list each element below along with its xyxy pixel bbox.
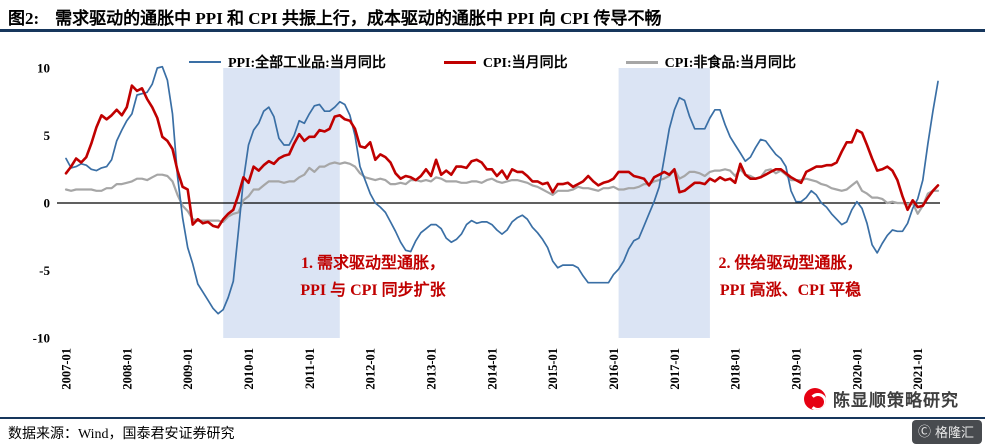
y-tick-label: -5 [39,263,50,278]
cpi-line-swatch [443,60,476,64]
legend-item-cpi: CPI:当月同比 [443,52,568,72]
gelonghui-logo-icon: Ⓒ [917,424,931,439]
x-tick-label: 2009-01 [181,348,195,390]
x-tick-label: 2007-01 [60,348,74,390]
gelonghui-badge-text: 格隆汇 [934,425,974,440]
gelonghui-badge: Ⓒ 格隆汇 [911,420,982,444]
legend-item-cpi-nonfood: CPI:非食品:当月同比 [625,52,797,72]
x-tick-label: 2014-01 [485,348,499,390]
cpi-nonfood-line-swatch [625,60,658,64]
figure-header: 图2: 需求驱动的通胀中 PPI 和 CPI 共振上行，成本驱动的通胀中 PPI … [8,4,977,29]
legend-label-cpi: CPI:当月同比 [482,56,568,71]
x-tick-label: 2012-01 [364,348,378,390]
annotation-supply-driven: 2. 供给驱动型通胀， PPI 高涨、CPI 平稳 [678,250,903,304]
legend-label-cpi-nonfood: CPI:非食品:当月同比 [664,56,797,71]
watermark: 陈显顺策略研究 [804,386,959,411]
x-tick-label: 2020-01 [850,348,864,390]
chart-legend: PPI:全部工业品:当月同比 CPI:当月同比 CPI:非食品:当月同比 [0,52,985,72]
figure-label: 图2: [8,9,40,28]
x-tick-label: 2018-01 [729,348,743,390]
annotation-demand-line1: 1. 需求驱动型通胀， [300,255,445,272]
strategy-research-logo-icon [804,387,826,410]
series-line-1 [64,84,940,229]
annotation-supply-line2: PPI 高涨、CPI 平稳 [719,282,862,299]
title-divider [0,29,985,32]
x-tick-label: 2011-01 [303,348,317,389]
annotation-demand-driven: 1. 需求驱动型通胀， PPI 与 CPI 同步扩张 [258,250,488,304]
watermark-text: 陈显顺策略研究 [833,391,959,410]
y-tick-label: 10 [37,61,50,76]
x-tick-label: 2017-01 [668,348,682,390]
ppi-line-swatch [188,61,221,63]
y-tick-label: 0 [44,196,51,211]
x-tick-label: 2016-01 [607,348,621,390]
x-tick-label: 2021-01 [911,348,925,390]
annotation-demand-line2: PPI 与 CPI 同步扩张 [300,282,446,299]
x-tick-label: 2013-01 [425,348,439,390]
inflation-line-chart: 10 5 0 -5 -10 2007-01 2008-01 2009-01 2010-01 201… [33,61,940,390]
annotation-supply-line1: 2. 供给驱动型通胀， [718,255,863,272]
y-tick-label: 5 [44,128,51,143]
series-line-0 [65,65,939,315]
x-tick-label: 2008-01 [120,348,134,390]
y-tick-label: -10 [33,331,50,346]
page-title: 需求驱动的通胀中 PPI 和 CPI 共振上行，成本驱动的通胀中 PPI 向 C… [55,9,662,28]
x-tick-label: 2019-01 [790,348,804,390]
x-tick-label: 2010-01 [242,348,256,390]
legend-label-ppi: PPI:全部工业品:当月同比 [227,56,386,71]
bottom-divider [0,417,985,419]
legend-item-ppi: PPI:全部工业品:当月同比 [188,52,386,72]
data-source: 数据来源：Wind，国泰君安证券研究 [8,427,235,442]
series-line-2 [64,161,940,223]
x-tick-label: 2015-01 [546,348,560,390]
